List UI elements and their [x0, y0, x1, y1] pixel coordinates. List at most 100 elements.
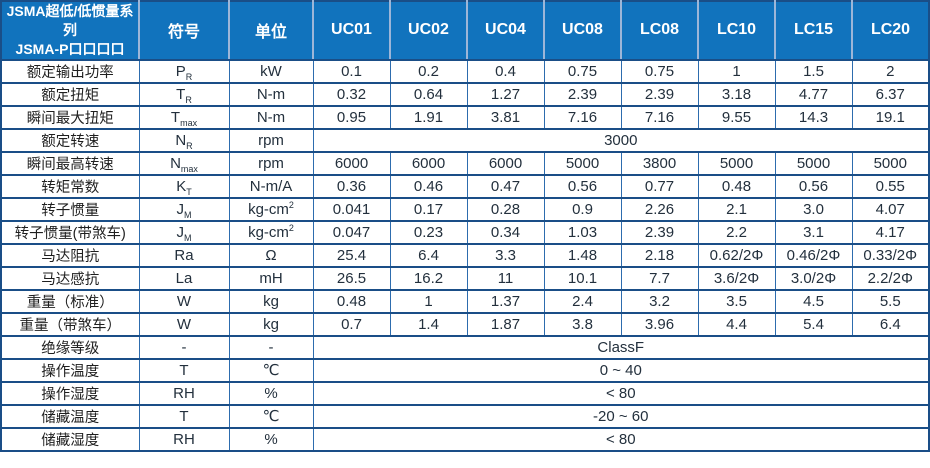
- row-symbol: W: [138, 311, 230, 337]
- spec-value: 6000: [466, 150, 545, 176]
- symbol-subscript: R: [185, 94, 192, 105]
- spec-row: 操作温度 T ℃ 0 ~ 40: [0, 357, 930, 383]
- row-label: 转子惯量: [0, 196, 140, 222]
- spec-row: 额定转速 NR rpm 3000: [0, 127, 930, 153]
- row-label: 额定扭矩: [0, 81, 140, 107]
- spec-value: 0.75: [620, 58, 699, 84]
- row-symbol: W: [138, 288, 230, 314]
- row-symbol: KT: [138, 173, 230, 199]
- unit-superscript: 2: [288, 222, 294, 233]
- spec-value: 0.9: [543, 196, 622, 222]
- symbol-subscript: M: [184, 209, 192, 220]
- spec-value: 0.62/2Φ: [697, 242, 776, 268]
- spec-value: 3.0: [774, 196, 853, 222]
- spec-table-body: 额定输出功率 PR kW 0.1 0.2 0.4 0.75 0.75 1 1.5 2 额定扭矩 TR N-…: [0, 58, 930, 452]
- symbol-subscript: R: [186, 140, 193, 151]
- row-unit: rpm: [228, 150, 314, 176]
- spec-value: 5000: [774, 150, 853, 176]
- spec-row: 马达阻抗 Ra Ω 25.4 6.4 3.3 1.48 2.18 0.62/2Φ 0.46/2Φ 0…: [0, 242, 930, 268]
- model-column-header: LC15: [775, 1, 853, 61]
- row-symbol: T: [138, 403, 230, 429]
- row-label: 转子惯量(带煞车): [0, 219, 140, 245]
- row-symbol: Tmax: [138, 104, 230, 130]
- row-symbol: La: [138, 265, 230, 291]
- spec-value: 14.3: [774, 104, 853, 130]
- row-unit: ℃: [228, 357, 314, 383]
- spec-value: 1.37: [466, 288, 545, 314]
- row-unit: kg: [228, 288, 314, 314]
- spec-value: 3.18: [697, 81, 776, 107]
- model-column-header: LC20: [852, 1, 930, 61]
- row-label: 操作温度: [0, 357, 140, 383]
- spec-value: 4.07: [851, 196, 930, 222]
- row-unit: %: [228, 426, 314, 452]
- spec-value: 6.4: [851, 311, 930, 337]
- row-unit: -: [228, 334, 314, 360]
- spec-value-merged: < 80: [312, 380, 930, 406]
- spec-value: 2.39: [543, 81, 622, 107]
- header-row: JSMA超低/低惯量系列 JSMA-P口口口口 符号 单位 UC01 UC02 UC…: [1, 1, 930, 61]
- row-label: 重量（标准）: [0, 288, 140, 314]
- spec-value: 1: [389, 288, 468, 314]
- spec-value: 5000: [697, 150, 776, 176]
- spec-value: 0.64: [389, 81, 468, 107]
- symbol-column-header: 符号: [139, 1, 230, 61]
- spec-value: 2.39: [620, 219, 699, 245]
- spec-value: 2.2: [697, 219, 776, 245]
- model-column-header: LC08: [621, 1, 699, 61]
- spec-row: 绝缘等级 - - ClassF: [0, 334, 930, 360]
- spec-value: 25.4: [312, 242, 391, 268]
- spec-value-merged: 0 ~ 40: [312, 357, 930, 383]
- spec-value: 4.17: [851, 219, 930, 245]
- symbol-subscript: M: [184, 232, 192, 243]
- spec-value: 1.5: [774, 58, 853, 84]
- spec-value: 9.55: [697, 104, 776, 130]
- spec-value: 11: [466, 265, 545, 291]
- spec-value: 0.7: [312, 311, 391, 337]
- spec-value: 0.56: [543, 173, 622, 199]
- spec-row: 瞬间最大扭矩 Tmax N-m 0.95 1.91 3.81 7.16 7.16 9.55 14.…: [0, 104, 930, 130]
- row-label: 储藏温度: [0, 403, 140, 429]
- row-unit: kW: [228, 58, 314, 84]
- row-symbol: RH: [138, 426, 230, 452]
- row-label: 转矩常数: [0, 173, 140, 199]
- spec-row: 瞬间最高转速 Nmax rpm 6000 6000 6000 5000 3800 5000 500…: [0, 150, 930, 176]
- row-label: 重量（带煞车）: [0, 311, 140, 337]
- model-column-header: UC04: [467, 1, 545, 61]
- spec-value-merged: -20 ~ 60: [312, 403, 930, 429]
- spec-value: 1: [697, 58, 776, 84]
- spec-value: 0.4: [466, 58, 545, 84]
- row-label: 储藏湿度: [0, 426, 140, 452]
- spec-value: 1.4: [389, 311, 468, 337]
- spec-value: 0.2: [389, 58, 468, 84]
- series-title-line1: JSMA超低/低惯量系列: [6, 3, 134, 38]
- model-column-header: UC08: [544, 1, 622, 61]
- row-unit: N-m: [228, 104, 314, 130]
- row-label: 瞬间最高转速: [0, 150, 140, 176]
- spec-row: 转子惯量 JM kg-cm2 0.041 0.17 0.28 0.9 2.26 2.1 3.0 4.…: [0, 196, 930, 222]
- row-unit: %: [228, 380, 314, 406]
- spec-row: 操作湿度 RH% < 80: [0, 380, 930, 406]
- spec-value: 4.5: [774, 288, 853, 314]
- model-column-header: UC02: [390, 1, 468, 61]
- row-unit: rpm: [228, 127, 314, 153]
- spec-value: 26.5: [312, 265, 391, 291]
- row-label: 马达阻抗: [0, 242, 140, 268]
- spec-value: 3.6/2Φ: [697, 265, 776, 291]
- spec-value: 0.23: [389, 219, 468, 245]
- spec-value: 1.27: [466, 81, 545, 107]
- row-label: 马达感抗: [0, 265, 140, 291]
- row-unit: ℃: [228, 403, 314, 429]
- row-unit: kg-cm2: [228, 196, 314, 222]
- symbol-subscript: R: [185, 71, 193, 82]
- spec-value: 0.34: [466, 219, 545, 245]
- spec-value: 2: [851, 58, 930, 84]
- row-label: 绝缘等级: [0, 334, 140, 360]
- series-title-line2: JSMA-P口口口口: [15, 40, 125, 57]
- spec-value: 3.0/2Φ: [774, 265, 853, 291]
- spec-value: 1.48: [543, 242, 622, 268]
- spec-value: 0.36: [312, 173, 391, 199]
- row-symbol: JM: [138, 196, 230, 222]
- spec-value: 0.75: [543, 58, 622, 84]
